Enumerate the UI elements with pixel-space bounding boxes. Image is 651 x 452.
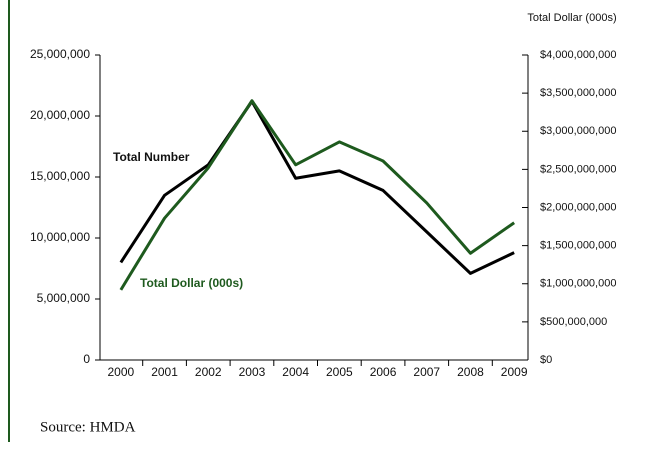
y2-axis-title: Total Dollar (000s) bbox=[527, 12, 616, 24]
y-tick-label: 15,000,000 bbox=[30, 169, 90, 183]
y-tick-label: 20,000,000 bbox=[30, 108, 90, 122]
y-tick-label: 10,000,000 bbox=[30, 230, 90, 244]
x-tick-label: 2006 bbox=[370, 365, 397, 379]
y2-tick-label: $2,000,000,000 bbox=[540, 201, 616, 213]
y2-tick-label: $0 bbox=[540, 354, 552, 366]
y2-tick-label: $3,000,000,000 bbox=[540, 125, 616, 137]
x-tick-label: 2000 bbox=[107, 365, 134, 379]
x-tick-label: 2004 bbox=[282, 365, 309, 379]
series-line bbox=[119, 99, 516, 291]
y2-tick-label: $1,000,000,000 bbox=[540, 278, 616, 290]
x-tick-label: 2001 bbox=[151, 365, 178, 379]
y2-tick-label: $4,000,000,000 bbox=[540, 49, 616, 61]
series-line bbox=[119, 99, 515, 275]
y-tick-label: 25,000,000 bbox=[30, 47, 90, 61]
x-tick-label: 2003 bbox=[239, 365, 266, 379]
y2-tick-label: $500,000,000 bbox=[540, 316, 607, 328]
y2-tick-label: $3,500,000,000 bbox=[540, 87, 616, 99]
source: Source: HMDA bbox=[40, 419, 136, 435]
x-tick-label: 2002 bbox=[195, 365, 222, 379]
y-tick-label: 0 bbox=[83, 352, 90, 366]
series-label: Total Dollar (000s) bbox=[140, 276, 243, 290]
x-tick-label: 2005 bbox=[326, 365, 353, 379]
y2-tick-label: $1,500,000,000 bbox=[540, 240, 616, 252]
x-tick-label: 2007 bbox=[413, 365, 440, 379]
y-tick-label: 5,000,000 bbox=[37, 291, 91, 305]
series-label: Total Number bbox=[113, 150, 190, 164]
y2-tick-label: $2,500,000,000 bbox=[540, 163, 616, 175]
x-tick-label: 2009 bbox=[501, 365, 528, 379]
x-tick-label: 2008 bbox=[457, 365, 484, 379]
